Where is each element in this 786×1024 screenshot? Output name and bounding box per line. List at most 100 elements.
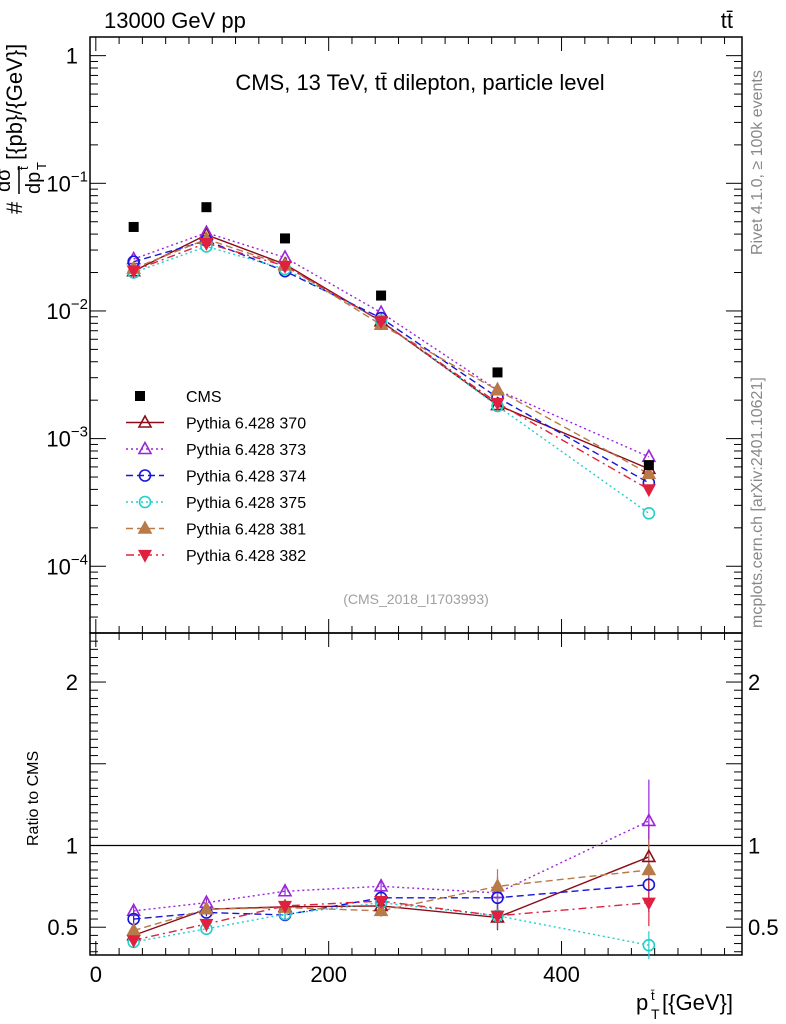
- x-tick-label: 400: [543, 962, 580, 987]
- ratio-line-5: [133, 900, 649, 941]
- y-label-prefix: #: [2, 201, 27, 214]
- y-label-denominator: dp: [23, 172, 45, 194]
- ratio-point-5: [199, 918, 214, 932]
- ratio-point-5: [126, 935, 141, 949]
- ratio-point-5: [490, 910, 505, 924]
- process-label: tt̄: [721, 8, 733, 33]
- x-tick-label: 200: [310, 962, 347, 987]
- series-point-4: [641, 465, 657, 480]
- ratio-point-2: [491, 891, 504, 905]
- legend: CMS Pythia 6.428 370 Pythia 6.428 373 Pythi…: [126, 389, 306, 565]
- series-line-0: [133, 234, 650, 470]
- ratio-point-3: [642, 938, 656, 952]
- ratio-plot-frame: [89, 632, 743, 956]
- legend-marker-3: [138, 495, 152, 509]
- ratio-line-4: [133, 869, 649, 932]
- main-plot-frame: [89, 36, 743, 634]
- x-label-sub: T: [651, 1006, 660, 1022]
- y-label-numerator: dσ: [0, 168, 15, 192]
- x-label-sup: t̄: [651, 988, 655, 1003]
- series-point-5: [641, 484, 656, 498]
- legend-marker-0: [137, 414, 153, 428]
- ratio-line-1: [133, 820, 650, 912]
- axes-layer: 0 200 400 1 10−1 10−2 10−3 10−4 0.5 0.5 1 1 2 2: [46, 37, 779, 987]
- legend-marker-2: [138, 469, 152, 482]
- x-axis-label: p t̄ T [{GeV}]: [636, 988, 733, 1022]
- ratio-line-2: [133, 884, 649, 920]
- svg-text:#: #: [2, 201, 27, 214]
- ratio-tick-label-right: 1: [748, 833, 760, 858]
- legend-item-1: Pythia 6.428 373: [126, 440, 306, 459]
- series-point-4: [490, 381, 505, 396]
- y-tick-label: 10−1: [46, 168, 88, 196]
- series-line-1: [133, 231, 650, 458]
- energy-label: 13000 GeV pp: [104, 8, 246, 33]
- y-label-den-sup: t̄: [16, 166, 31, 170]
- marks-layer: [126, 202, 657, 960]
- ratio-point-4: [490, 878, 505, 892]
- ratio-point-4: [199, 901, 214, 915]
- data-point: [643, 460, 654, 471]
- ratio-point-1: [277, 883, 293, 897]
- ratio-point-1: [490, 884, 505, 899]
- legend-label-0: Pythia 6.428 370: [186, 416, 306, 433]
- data-point: [201, 202, 212, 213]
- ratio-point-5: [374, 895, 389, 909]
- legend-marker-data: [135, 391, 145, 401]
- ratio-point-1: [641, 812, 657, 827]
- legend-label-2: Pythia 6.428 374: [186, 469, 306, 486]
- source-label: mcplots.cern.ch [arXiv:2401.10621]: [749, 377, 766, 628]
- legend-item-data: CMS: [135, 389, 222, 406]
- ratio-tick-label-left: 0.5: [47, 915, 78, 940]
- ratio-point-4: [373, 902, 389, 917]
- legend-item-2: Pythia 6.428 374: [126, 469, 306, 486]
- ratio-tick-label-left: 2: [66, 670, 78, 695]
- y-axis-label: # dσ dp t̄ T [{pb}/{GeV}]: [0, 44, 49, 214]
- ratio-tick-label-right: 0.5: [748, 915, 779, 940]
- ratio-point-1: [373, 878, 389, 892]
- series-point-3: [642, 506, 656, 520]
- data-point: [280, 233, 291, 244]
- legend-label-4: Pythia 6.428 381: [186, 522, 306, 539]
- legend-marker-5: [137, 549, 153, 563]
- legend-item-3: Pythia 6.428 375: [126, 495, 306, 512]
- legend-marker-1: [137, 440, 153, 455]
- ratio-point-4: [126, 922, 142, 936]
- series-point-5: [126, 265, 141, 279]
- x-label-main: p: [636, 990, 648, 1015]
- x-label-tail: [{GeV}]: [662, 990, 733, 1015]
- legend-label-5: Pythia 6.428 382: [186, 548, 306, 565]
- x-tick-label: 0: [90, 962, 102, 987]
- ratio-tick-label-right: 2: [748, 670, 760, 695]
- ratio-point-5: [278, 900, 293, 914]
- legend-item-5: Pythia 6.428 382: [126, 548, 306, 565]
- series-line-2: [133, 239, 650, 484]
- legend-label-3: Pythia 6.428 375: [186, 495, 306, 512]
- series-point-5: [374, 316, 389, 330]
- plot-title: CMS, 13 TeV, tt̄ dilepton, particle leve…: [235, 70, 604, 95]
- legend-label-1: Pythia 6.428 373: [186, 442, 306, 459]
- series-point-1: [641, 448, 657, 463]
- series-line-4: [133, 238, 650, 475]
- data-point: [492, 367, 503, 378]
- ratio-point-2: [642, 878, 656, 892]
- ratio-y-label: Ratio to CMS: [25, 751, 42, 846]
- analysis-id: (CMS_2018_I1703993): [343, 591, 489, 607]
- data-point: [376, 290, 387, 301]
- y-tick-label: 10−3: [46, 424, 88, 452]
- rivet-label: Rivet 4.1.0, ≥ 100k events: [749, 70, 766, 255]
- legend-item-4: Pythia 6.428 381: [126, 520, 306, 539]
- data-point: [128, 221, 139, 232]
- series-point-5: [490, 397, 505, 411]
- y-label-den-sub: T: [34, 162, 49, 170]
- ratio-point-5: [641, 897, 656, 911]
- legend-item-0: Pythia 6.428 370: [126, 414, 306, 433]
- series-point-5: [278, 260, 293, 274]
- series-point-5: [199, 238, 214, 251]
- ratio-line-3: [133, 901, 649, 946]
- y-tick-label: 10−2: [46, 296, 88, 324]
- ratio-point-0: [641, 848, 657, 863]
- y-tick-label: 1: [66, 44, 78, 69]
- legend-label-data: CMS: [186, 389, 222, 406]
